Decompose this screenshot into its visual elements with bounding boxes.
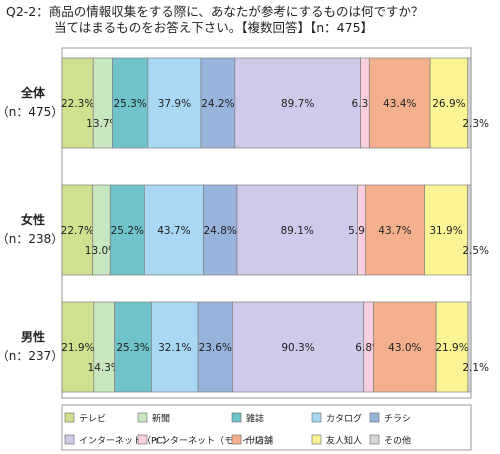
legend-swatch-3	[231, 412, 242, 423]
sample-size-label-1: （n：475）	[0, 105, 63, 119]
legend-swatch-5	[369, 412, 380, 423]
value-label-3-9: 21.9%	[435, 342, 468, 354]
bar-segment-1-6	[234, 57, 361, 149]
question-line-1: Q2-2：商品の情報収集をする際に、あなたが参考にするものは何ですか？	[6, 4, 424, 19]
value-label-2-2: 13.0%	[85, 245, 118, 257]
legend-label-新聞: 新聞	[152, 413, 170, 425]
bar-segment-2-1	[61, 184, 94, 276]
legend-label-その他: その他	[384, 435, 411, 447]
bar-segment-1-3	[112, 57, 149, 149]
value-label-1-2: 13.7%	[86, 118, 119, 130]
value-label-2-1: 22.7%	[61, 225, 94, 237]
category-label-3: 男性	[21, 329, 45, 344]
bar-segment-1-8	[368, 57, 431, 149]
value-label-3-1: 21.9%	[61, 342, 94, 354]
bar-segment-2-6	[236, 184, 358, 276]
sample-size-label-3: （n：237）	[0, 349, 63, 363]
value-label-2-9: 31.9%	[429, 225, 462, 237]
legend-swatch-1	[64, 412, 75, 423]
question-title: Q2-2：商品の情報収集をする際に、あなたが参考にするものは何ですか？ 当てはま…	[6, 4, 424, 36]
value-label-2-10: 2.5%	[462, 245, 489, 257]
legend-label-インターネットPC: インターネット（PC）	[79, 436, 172, 447]
legend-label-十店舗: 十店舗	[246, 435, 273, 447]
value-label-1-6: 89.7%	[281, 98, 314, 110]
legend-label-チラシ: チラシ	[384, 414, 411, 425]
bar-segment-1-1	[61, 57, 94, 149]
category-label-2: 女性	[21, 212, 45, 227]
value-label-1-3: 25.3%	[113, 98, 146, 110]
bar-segment-3-4	[151, 301, 199, 393]
legend-swatch-8	[231, 434, 242, 445]
value-label-3-10: 2.1%	[462, 362, 489, 374]
legend-swatch-4	[311, 412, 322, 423]
bar-segment-1-9	[429, 57, 469, 149]
value-label-1-8: 43.4%	[383, 98, 416, 110]
bar-segment-2-4	[143, 184, 204, 276]
bar-segment-3-1	[61, 301, 95, 393]
sample-size-label-2: （n：238）	[0, 232, 63, 246]
value-label-3-3: 25.3%	[116, 342, 149, 354]
legend-swatch-10	[369, 434, 380, 445]
value-label-1-10: 2.3%	[462, 118, 489, 130]
value-label-1-9: 26.9%	[432, 98, 465, 110]
bar-segment-1-2	[92, 57, 113, 149]
bar-segment-3-9	[435, 301, 469, 393]
bar-segment-1-4	[147, 57, 202, 149]
bar-segment-2-10	[467, 184, 472, 276]
legend-swatch-9	[311, 434, 322, 445]
legend-swatch-7	[137, 434, 148, 445]
bar-segment-3-2	[93, 301, 115, 393]
value-label-2-4: 43.7%	[157, 225, 190, 237]
bar-segment-2-5	[203, 184, 238, 276]
legend-label-インターネットモバイル: インターネット（モバイル）	[152, 436, 269, 447]
value-label-3-6: 90.3%	[281, 342, 314, 354]
value-label-2-8: 43.7%	[378, 225, 411, 237]
value-label-3-2: 14.3%	[88, 362, 121, 374]
legend-label-友人知人: 友人知人	[326, 435, 362, 447]
legend-label-カタログ: カタログ	[326, 413, 362, 425]
bar-segment-1-10	[467, 57, 472, 149]
legend-label-雑誌: 雑誌	[246, 413, 264, 425]
value-label-1-4: 37.9%	[158, 98, 191, 110]
bar-segment-3-10	[467, 301, 472, 393]
legend-swatch-6	[64, 434, 75, 445]
bar-segment-3-3	[114, 301, 152, 393]
category-label-1: 全体	[20, 85, 46, 100]
bar-segment-3-6	[232, 301, 365, 393]
value-label-1-5: 24.2%	[201, 98, 234, 110]
bar-segment-3-8	[373, 301, 437, 393]
bar-segment-2-2	[92, 184, 111, 276]
value-label-3-8: 43.0%	[388, 342, 421, 354]
question-line-2: 当てはまるものをお答え下さい。【複数回答】【n：475】	[54, 20, 374, 35]
value-label-3-4: 32.1%	[158, 342, 191, 354]
value-label-2-6: 89.1%	[281, 225, 314, 237]
value-label-1-1: 22.3%	[61, 98, 94, 110]
legend-swatch-2	[137, 412, 148, 423]
legend-box	[61, 404, 472, 451]
legend-label-テレビ: テレビ	[79, 414, 106, 425]
value-label-2-3: 25.2%	[111, 225, 144, 237]
value-label-3-5: 23.6%	[199, 342, 232, 354]
value-label-2-5: 24.8%	[204, 225, 237, 237]
